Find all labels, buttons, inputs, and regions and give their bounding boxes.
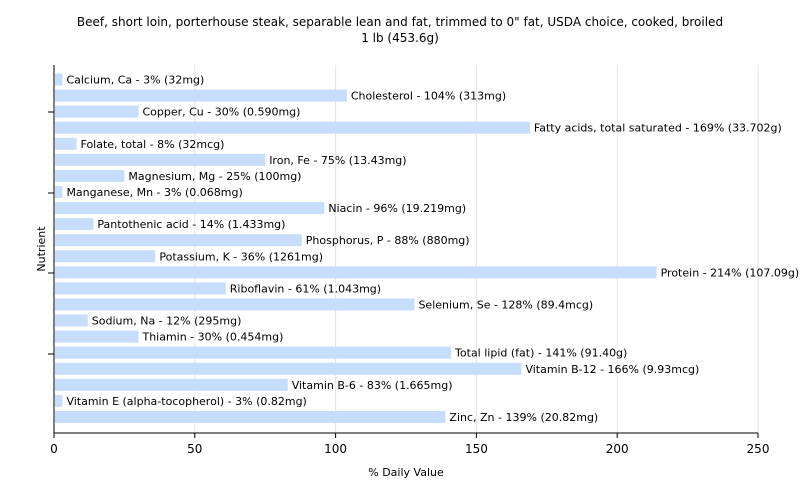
bar (55, 250, 156, 263)
bar (55, 394, 63, 407)
bar-label: Magnesium, Mg - 25% (100mg) (128, 170, 301, 183)
bar (55, 346, 452, 359)
bar (55, 105, 139, 118)
x-tick-label: 150 (465, 442, 488, 456)
bar-label: Total lipid (fat) - 141% (91.40g) (454, 347, 627, 360)
bar (55, 218, 94, 231)
bar (55, 282, 226, 295)
bar (55, 362, 522, 375)
bar (55, 185, 63, 198)
bar (55, 89, 347, 102)
x-tick-label: 0 (50, 442, 58, 456)
bar-label: Potassium, K - 36% (1261mg) (159, 250, 323, 263)
bar-label: Calcium, Ca - 3% (32mg) (66, 74, 204, 87)
bar-label: Phosphorus, P - 88% (880mg) (306, 234, 470, 247)
bar (55, 378, 288, 391)
bar-label: Vitamin B-6 - 83% (1.665mg) (292, 379, 453, 392)
bar-label: Copper, Cu - 30% (0.590mg) (142, 106, 300, 119)
bar-label: Vitamin E (alpha-tocopherol) - 3% (0.82m… (66, 395, 306, 408)
bar-label: Sodium, Na - 12% (295mg) (92, 315, 242, 328)
bar-label: Thiamin - 30% (0.454mg) (141, 331, 283, 344)
bar-label: Vitamin B-12 - 166% (9.93mcg) (525, 363, 699, 376)
bar (55, 298, 415, 311)
bar-label: Niacin - 96% (19.219mg) (328, 202, 466, 215)
chart-subtitle: 1 lb (453.6g) (361, 31, 439, 45)
bar (55, 266, 657, 279)
bar (55, 121, 530, 134)
chart-title: Beef, short loin, porterhouse steak, sep… (76, 15, 724, 29)
x-axis-title: % Daily Value (368, 466, 444, 479)
bar (55, 153, 266, 166)
y-axis-title: Nutrient (35, 226, 48, 272)
bar-label: Protein - 214% (107.09g) (661, 266, 800, 279)
x-tick-label: 200 (606, 442, 629, 456)
bar (55, 169, 125, 182)
bar-label: Iron, Fe - 75% (13.43mg) (269, 154, 406, 167)
bar-label: Folate, total - 8% (32mcg) (81, 138, 225, 151)
x-tick-label: 100 (324, 442, 347, 456)
bar (55, 202, 325, 215)
bar (55, 330, 139, 343)
bar (55, 314, 88, 327)
bar-label: Manganese, Mn - 3% (0.068mg) (66, 186, 242, 199)
bar-label: Cholesterol - 104% (313mg) (351, 90, 506, 103)
bar-label: Zinc, Zn - 139% (20.82mg) (449, 411, 598, 424)
bar-label: Fatty acids, total saturated - 169% (33.… (534, 122, 782, 135)
bar (55, 234, 302, 247)
bar (55, 73, 63, 86)
bar (55, 410, 446, 423)
bar (55, 137, 77, 150)
x-tick-label: 50 (187, 442, 202, 456)
x-tick-label: 250 (747, 442, 770, 456)
bar-label: Riboflavin - 61% (1.043mg) (230, 282, 381, 295)
bar-label: Pantothenic acid - 14% (1.433mg) (97, 218, 285, 231)
bar-label: Selenium, Se - 128% (89.4mcg) (418, 298, 593, 311)
